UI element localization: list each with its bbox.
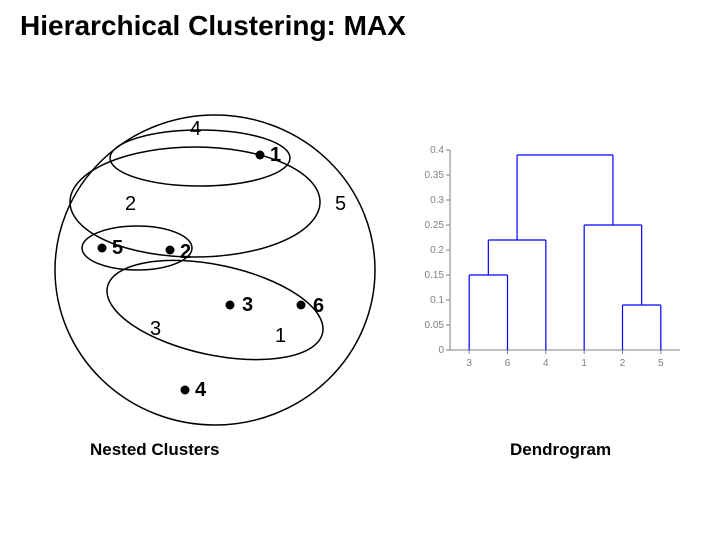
x-tick-label: 4 <box>543 358 549 369</box>
nested-clusters-figure: 12345642531 <box>40 110 380 430</box>
data-point <box>166 246 175 255</box>
y-tick-label: 0.05 <box>425 320 445 331</box>
x-tick-label: 6 <box>505 358 511 369</box>
data-point <box>181 386 190 395</box>
y-tick-label: 0.4 <box>430 145 444 156</box>
y-tick-label: 0 <box>438 345 444 356</box>
dendrogram-caption: Dendrogram <box>510 440 611 460</box>
x-tick-label: 1 <box>581 358 587 369</box>
data-point-label: 4 <box>195 379 207 401</box>
y-tick-label: 0.1 <box>430 295 444 306</box>
cluster-ellipse <box>98 243 332 377</box>
data-point-label: 5 <box>112 237 123 259</box>
y-tick-label: 0.3 <box>430 195 444 206</box>
data-point-label: 3 <box>242 294 253 316</box>
cluster-label: 5 <box>335 193 346 215</box>
y-tick-label: 0.35 <box>425 170 445 181</box>
data-point <box>98 244 107 253</box>
cluster-ellipse <box>55 115 375 425</box>
data-point <box>256 151 265 160</box>
y-tick-label: 0.25 <box>425 220 445 231</box>
x-tick-label: 2 <box>620 358 626 369</box>
dendrogram-figure: 0 0.05 0.1 0.15 0.2 0.25 0.3 0.35 0.4 3 6 4 1 2 5 <box>410 140 690 380</box>
y-tick-label: 0.15 <box>425 270 445 281</box>
data-point-label: 2 <box>180 241 191 263</box>
data-point-label: 1 <box>270 144 281 166</box>
x-tick-label: 5 <box>658 358 664 369</box>
data-point <box>297 301 306 310</box>
cluster-label: 1 <box>275 325 286 347</box>
x-tick-label: 3 <box>466 358 472 369</box>
cluster-label: 3 <box>150 318 161 340</box>
data-point-label: 6 <box>313 295 324 317</box>
data-point <box>226 301 235 310</box>
cluster-label: 2 <box>125 193 136 215</box>
cluster-ellipse <box>70 147 320 257</box>
nested-caption: Nested Clusters <box>90 440 219 460</box>
y-tick-label: 0.2 <box>430 245 444 256</box>
cluster-label: 4 <box>190 118 201 140</box>
page-title: Hierarchical Clustering: MAX <box>20 10 406 42</box>
